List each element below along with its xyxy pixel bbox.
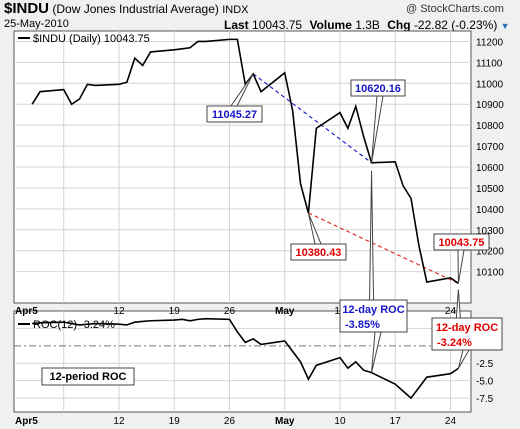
price-y-tick-label: 10700 bbox=[476, 142, 504, 153]
price-x-tick-label: 19 bbox=[169, 306, 181, 317]
price-y-tick-label: 10500 bbox=[476, 184, 504, 195]
copyright: @ StockCharts.com bbox=[406, 3, 504, 15]
roc-period-callout: 12-period ROC bbox=[41, 367, 135, 386]
roc-callout-red-value: -3.24% bbox=[437, 337, 472, 349]
price-line bbox=[31, 38, 459, 285]
annotation-11045: 11045.27 bbox=[206, 105, 263, 123]
roc-x-tick-label: 17 bbox=[390, 416, 402, 427]
roc-callout-red: 12-day ROC -3.24% bbox=[431, 317, 503, 351]
price-x-tick-label: Apr5 bbox=[15, 306, 38, 317]
roc-period-text: 12-period ROC bbox=[49, 371, 126, 383]
annotation-10620-text: 10620.16 bbox=[355, 83, 401, 95]
price-y-tick-label: 11000 bbox=[476, 79, 504, 90]
price-y-tick-label: 10300 bbox=[476, 226, 504, 237]
roc-y-tick-label: -2.5 bbox=[476, 359, 494, 370]
price-y-tick-label: 10600 bbox=[476, 163, 504, 174]
annotation-10380-text: 10380.43 bbox=[296, 247, 342, 259]
price-y-tick-label: 10200 bbox=[476, 247, 504, 258]
price-y-tick-label: 10100 bbox=[476, 268, 504, 279]
price-legend: $INDU (Daily) 10043.75 bbox=[33, 33, 150, 45]
chart-header-line1: $INDU (Dow Jones Industrial Average) IND… bbox=[4, 0, 249, 17]
annotation-11045-text: 11045.27 bbox=[212, 109, 257, 121]
price-y-tick-label: 11100 bbox=[476, 58, 503, 69]
price-y-tick-label: 10900 bbox=[476, 100, 504, 111]
roc-x-tick-label: Apr5 bbox=[15, 416, 38, 427]
price-x-tick-label: May bbox=[275, 306, 295, 317]
price-y-tick-label: 10400 bbox=[476, 205, 504, 216]
volume-label: Volume bbox=[309, 18, 352, 32]
symbol: $INDU bbox=[4, 0, 50, 17]
quote-summary: Last 10043.75 Volume 1.3B Chg -22.82 (-0… bbox=[224, 18, 510, 32]
down-arrow-icon: ▼ bbox=[500, 21, 510, 31]
last-label: Last bbox=[224, 18, 249, 32]
annotation-10043: 10043.75 bbox=[433, 233, 490, 251]
roc-line bbox=[32, 317, 459, 400]
roc-callout-blue-value: -3.85% bbox=[345, 319, 380, 331]
roc-callout-red-title: 12-day ROC bbox=[436, 322, 498, 334]
price-y-tick-label: 10800 bbox=[476, 121, 504, 132]
roc-x-tick-label: May bbox=[275, 416, 295, 427]
roc-legend: ROC(12) -3.24% bbox=[33, 319, 115, 331]
annotation-10380: 10380.43 bbox=[290, 243, 347, 261]
price-x-tick-label: 26 bbox=[224, 306, 236, 317]
volume-value: 1.3B bbox=[355, 18, 380, 32]
roc-y-tick-label: -5.0 bbox=[476, 377, 494, 388]
chart-date: 25-May-2010 bbox=[4, 18, 69, 30]
price-x-tick-label: 12 bbox=[113, 306, 125, 317]
trendline-blue bbox=[252, 73, 372, 164]
roc-x-tick-label: 26 bbox=[224, 416, 236, 427]
chg-value: -22.82 (-0.23%) bbox=[413, 18, 498, 32]
price-y-tick-label: 11200 bbox=[476, 37, 504, 48]
roc-x-tick-label: 24 bbox=[445, 416, 457, 427]
roc-y-tick-label: -7.5 bbox=[476, 394, 494, 405]
roc-callout-blue-title: 12-day ROC bbox=[342, 304, 404, 316]
index-name: (Dow Jones Industrial Average) bbox=[52, 2, 219, 16]
chg-label: Chg bbox=[387, 18, 411, 32]
roc-callout-blue: 12-day ROC -3.85% bbox=[339, 299, 408, 333]
exchange: INDX bbox=[222, 4, 249, 16]
roc-x-tick-label: 19 bbox=[169, 416, 181, 427]
annotation-10043-text: 10043.75 bbox=[439, 237, 485, 249]
price-x-tick-label: 24 bbox=[445, 306, 457, 317]
roc-x-tick-label: 10 bbox=[334, 416, 346, 427]
last-value: 10043.75 bbox=[252, 18, 303, 32]
annotation-10620: 10620.16 bbox=[350, 79, 406, 97]
roc-x-tick-label: 12 bbox=[113, 416, 125, 427]
